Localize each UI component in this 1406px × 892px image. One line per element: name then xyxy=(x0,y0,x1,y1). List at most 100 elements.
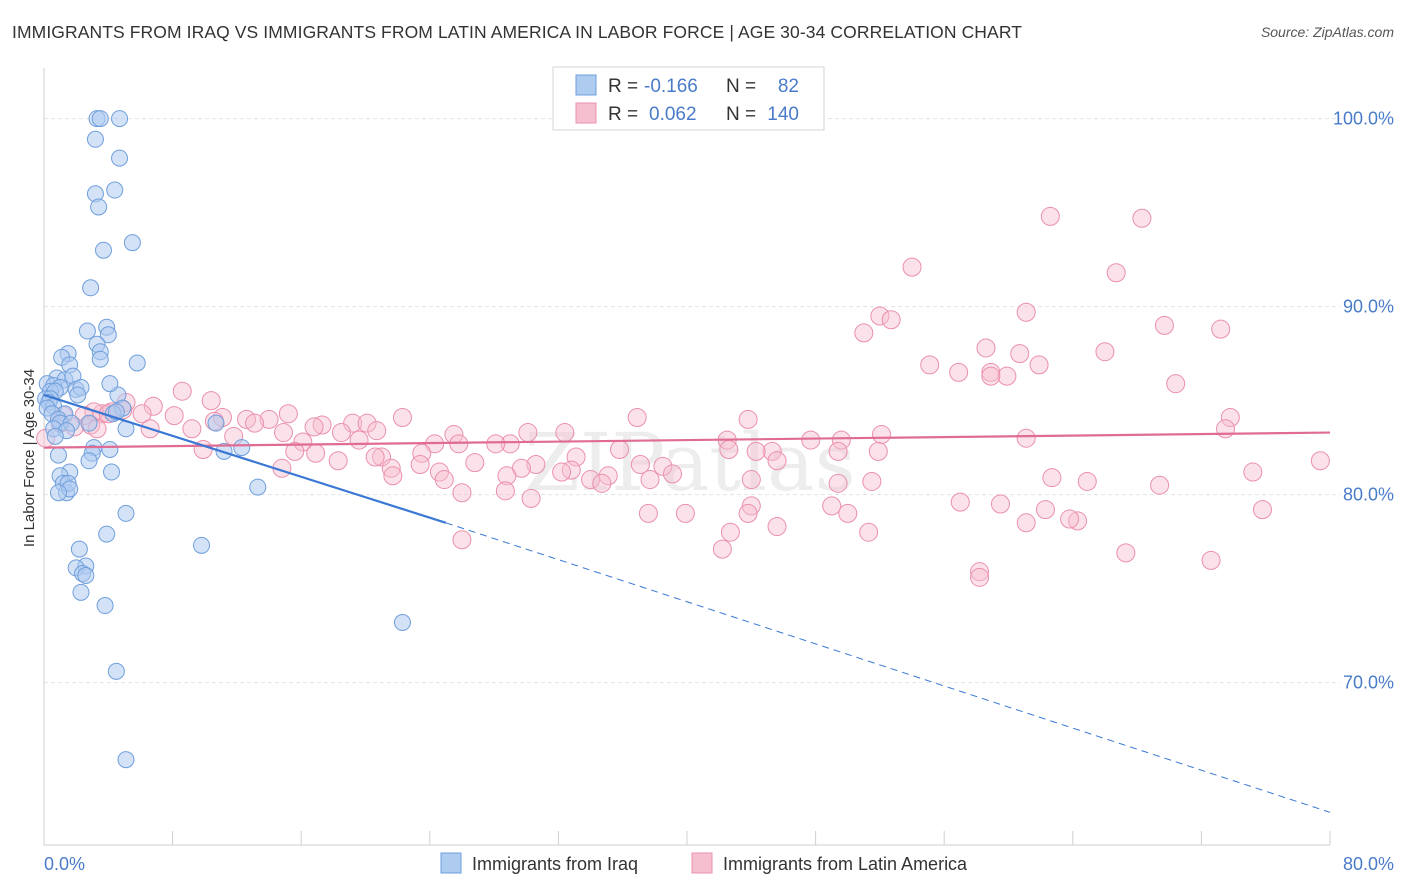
latam-point xyxy=(828,473,848,493)
legend-latam-r-label: R = xyxy=(608,104,638,125)
latam-point xyxy=(831,430,851,450)
iraq-point xyxy=(103,463,121,481)
latam-point xyxy=(1095,342,1115,362)
latam-point xyxy=(132,404,152,424)
latam-point xyxy=(1154,315,1174,335)
latam-point xyxy=(950,492,970,512)
latam-point xyxy=(838,503,858,523)
latam-point xyxy=(741,470,761,490)
latam-point xyxy=(1150,475,1170,495)
latam-point xyxy=(828,441,848,461)
iraq-point xyxy=(77,566,95,584)
latam-point xyxy=(1060,509,1080,529)
iraq-point xyxy=(80,452,98,470)
bottom-legend-swatch-iraq xyxy=(440,852,462,874)
latam-point xyxy=(854,323,874,343)
y-tick-label: 80.0% xyxy=(1343,485,1394,505)
latam-point xyxy=(365,447,385,467)
iraq-point xyxy=(249,478,267,496)
latam-point xyxy=(970,562,990,582)
iraq-point xyxy=(90,198,108,216)
chart-title: IMMIGRANTS FROM IRAQ VS IMMIGRANTS FROM … xyxy=(12,22,1023,42)
legend-latam-n-value: 140 xyxy=(767,104,799,125)
latam-point xyxy=(949,362,969,382)
latam-point xyxy=(627,408,647,428)
iraq-point xyxy=(207,414,225,432)
latam-point xyxy=(630,455,650,475)
latam-point xyxy=(970,567,990,587)
latam-point xyxy=(1216,419,1236,439)
latam-point xyxy=(767,517,787,537)
latam-point xyxy=(143,396,163,416)
latam-point xyxy=(859,522,879,542)
iraq-point xyxy=(96,597,114,615)
iraq-point xyxy=(80,414,98,432)
bottom-legend-swatch-latam xyxy=(691,852,713,874)
latam-point xyxy=(1068,511,1088,531)
latam-point xyxy=(312,415,332,435)
iraq-point xyxy=(101,440,119,458)
latam-point xyxy=(719,439,739,459)
latam-point xyxy=(872,424,892,444)
iraq-point xyxy=(99,326,117,344)
iraq-point xyxy=(101,375,119,393)
x-tick-label: 80.0% xyxy=(1343,854,1394,874)
latam-point xyxy=(712,539,732,559)
bottom-legend-latam-label: Immigrants from Latin America xyxy=(723,854,968,874)
grid-lines xyxy=(44,118,1340,684)
latam-point xyxy=(1016,513,1036,533)
latam-point xyxy=(1010,344,1030,364)
latam-point xyxy=(663,464,683,484)
latam-point xyxy=(1220,408,1240,428)
latam-point xyxy=(304,417,324,437)
latam-point xyxy=(862,471,882,491)
latam-point xyxy=(349,430,369,450)
latam-point xyxy=(822,496,842,516)
legend-swatch-latam xyxy=(575,102,597,124)
latam-point xyxy=(1029,355,1049,375)
latam-point xyxy=(1201,550,1221,570)
latam-point xyxy=(410,455,430,475)
latam-point xyxy=(720,522,740,542)
latam-point xyxy=(997,366,1017,386)
latam-point xyxy=(331,423,351,443)
latam-point xyxy=(381,458,401,478)
legend-latam-r-value: 0.062 xyxy=(649,104,697,125)
latam-point xyxy=(738,503,758,523)
latam-point xyxy=(259,409,279,429)
latam-point xyxy=(172,381,192,401)
trend-lines xyxy=(43,393,1331,813)
latam-point xyxy=(1077,471,1097,491)
latam-point xyxy=(343,413,363,433)
latam-point xyxy=(801,430,821,450)
latam-point xyxy=(1042,468,1062,488)
y-tick-label: 100.0% xyxy=(1333,109,1394,129)
latam-point xyxy=(1016,428,1036,448)
latam-point xyxy=(285,441,305,461)
latam-point xyxy=(746,441,766,461)
latam-point xyxy=(278,404,298,424)
legend-latam-n-label: N = xyxy=(726,104,756,125)
latam-point xyxy=(653,456,673,476)
legend-iraq-r-value: -0.166 xyxy=(644,76,698,97)
iraq-point xyxy=(49,484,67,502)
bottom-legend: Immigrants from Iraq Immigrants from Lat… xyxy=(440,852,968,874)
latam-point xyxy=(1211,319,1231,339)
latam-point xyxy=(638,503,658,523)
iraq-point xyxy=(86,130,104,148)
latam-point xyxy=(164,406,184,426)
latam-point xyxy=(245,413,265,433)
latam-point xyxy=(1040,206,1060,226)
legend-iraq-n-value: 82 xyxy=(778,76,799,97)
latam-point xyxy=(581,470,601,490)
latam-point xyxy=(1132,208,1152,228)
iraq-point xyxy=(111,149,129,167)
iraq-point xyxy=(107,662,125,680)
iraq-point xyxy=(82,279,100,297)
tick-labels: 70.0% 80.0% 90.0% 100.0% 0.0% 80.0% xyxy=(44,109,1394,874)
latam-point xyxy=(870,306,890,326)
iraq-point xyxy=(91,350,109,368)
latam-point xyxy=(1116,543,1136,563)
iraq-point xyxy=(123,234,141,252)
